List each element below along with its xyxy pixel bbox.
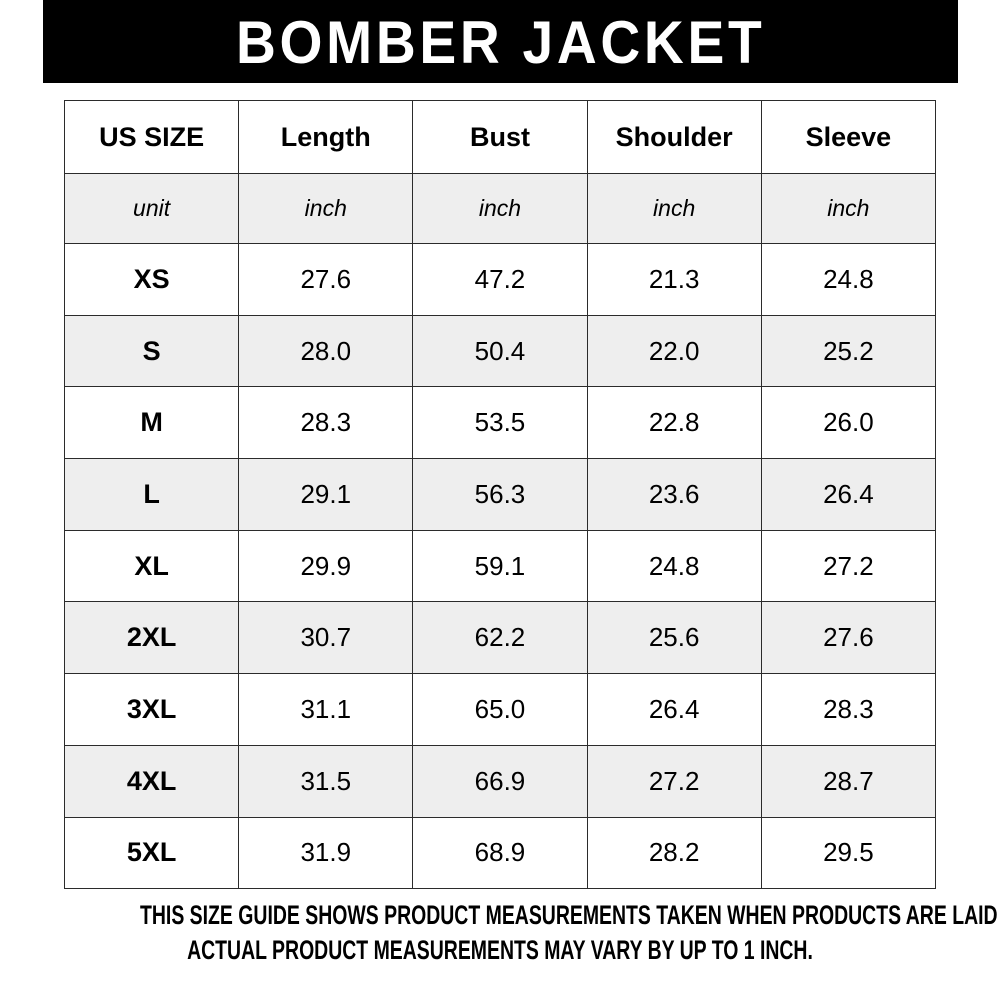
unit-length: inch [238,173,414,244]
unit-shoulder: inch [586,173,762,244]
cell-shoulder: 27.2 [586,744,762,818]
cell-sleeve: 28.3 [760,673,937,746]
table-row: M 28.3 53.5 22.8 26.0 [63,386,937,460]
size-chart-table: US SIZE Length Bust Shoulder Sleeve unit… [63,100,937,890]
cell-bust: 47.2 [412,243,588,316]
column-header-sleeve: Sleeve [760,100,937,174]
column-header-shoulder: Shoulder [586,100,762,174]
footer-line-2: ACTUAL PRODUCT MEASUREMENTS MAY VARY BY … [187,935,813,965]
cell-bust: 59.1 [412,529,588,603]
footer-note: THIS SIZE GUIDE SHOWS PRODUCT MEASUREMEN… [0,898,1000,968]
cell-bust: 62.2 [412,601,588,675]
cell-size: 3XL [63,673,240,746]
cell-size: XL [63,529,240,603]
table-row: S 28.0 50.4 22.0 25.2 [63,314,937,388]
cell-sleeve: 27.6 [760,601,937,675]
cell-bust: 56.3 [412,458,588,531]
cell-bust: 68.9 [412,816,588,890]
table-row: 5XL 31.9 68.9 28.2 29.5 [63,816,937,890]
cell-shoulder: 25.6 [586,601,762,675]
cell-bust: 50.4 [412,314,588,388]
cell-bust: 66.9 [412,744,588,818]
cell-length: 31.5 [238,744,414,818]
cell-length: 31.9 [238,816,414,890]
table-header-row: US SIZE Length Bust Shoulder Sleeve [63,100,937,174]
cell-length: 28.3 [238,386,414,460]
cell-bust: 65.0 [412,673,588,746]
cell-shoulder: 21.3 [586,243,762,316]
cell-shoulder: 23.6 [586,458,762,531]
cell-sleeve: 26.4 [760,458,937,531]
unit-sleeve: inch [760,173,937,244]
cell-shoulder: 26.4 [586,673,762,746]
table-row: 4XL 31.5 66.9 27.2 28.7 [63,744,937,818]
cell-shoulder: 28.2 [586,816,762,890]
cell-sleeve: 29.5 [760,816,937,890]
table-row: XL 29.9 59.1 24.8 27.2 [63,529,937,603]
column-header-bust: Bust [412,100,588,174]
cell-size: 5XL [63,816,240,890]
cell-length: 31.1 [238,673,414,746]
cell-shoulder: 22.8 [586,386,762,460]
title-banner: BOMBER JACKET [43,0,958,83]
cell-size: 2XL [63,601,240,675]
column-header-us-size: US SIZE [63,100,240,174]
cell-length: 30.7 [238,601,414,675]
cell-size: L [63,458,240,531]
cell-length: 28.0 [238,314,414,388]
cell-sleeve: 27.2 [760,529,937,603]
cell-sleeve: 24.8 [760,243,937,316]
cell-size: 4XL [63,744,240,818]
cell-length: 29.1 [238,458,414,531]
column-header-length: Length [238,100,414,174]
unit-label: unit [63,173,240,244]
cell-length: 27.6 [238,243,414,316]
footer-line-1: THIS SIZE GUIDE SHOWS PRODUCT MEASUREMEN… [140,900,1000,930]
cell-sleeve: 26.0 [760,386,937,460]
cell-size: M [63,386,240,460]
page-title: BOMBER JACKET [235,8,766,76]
cell-size: XS [63,243,240,316]
cell-size: S [63,314,240,388]
unit-row: unit inch inch inch inch [63,173,937,244]
table-row: 3XL 31.1 65.0 26.4 28.3 [63,673,937,746]
cell-bust: 53.5 [412,386,588,460]
table-row: 2XL 30.7 62.2 25.6 27.6 [63,601,937,675]
table-row: L 29.1 56.3 23.6 26.4 [63,458,937,531]
table-row: XS 27.6 47.2 21.3 24.8 [63,243,937,316]
cell-sleeve: 25.2 [760,314,937,388]
cell-length: 29.9 [238,529,414,603]
cell-shoulder: 24.8 [586,529,762,603]
cell-sleeve: 28.7 [760,744,937,818]
cell-shoulder: 22.0 [586,314,762,388]
unit-bust: inch [412,173,588,244]
